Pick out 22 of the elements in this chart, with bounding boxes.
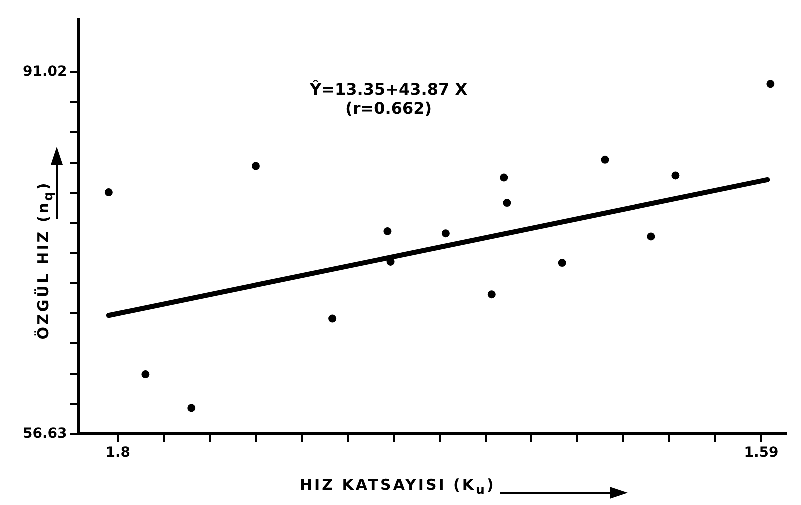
point xyxy=(503,199,512,208)
point xyxy=(384,227,392,236)
point xyxy=(142,370,150,379)
point xyxy=(647,232,656,241)
point xyxy=(252,162,260,170)
y-tick-label: 56.63 xyxy=(22,426,68,442)
annotation: Ŷ=13.35+43.87 X xyxy=(310,80,468,99)
point xyxy=(488,290,496,299)
point xyxy=(601,156,610,164)
point xyxy=(500,174,508,182)
annotation: (r=0.662) xyxy=(346,99,432,118)
x-tick-label: 1.8 xyxy=(106,445,131,462)
point xyxy=(766,80,775,88)
point xyxy=(188,404,196,412)
point xyxy=(558,259,566,268)
point xyxy=(672,172,680,180)
y-tick-label: 91.02 xyxy=(22,64,68,80)
point xyxy=(442,230,450,238)
point xyxy=(328,314,337,323)
x-axis-title: HIZ KATSAYISI (K$_{u}$) xyxy=(300,476,496,497)
x-tick-label: 1.59 xyxy=(744,445,779,462)
point xyxy=(104,188,113,197)
